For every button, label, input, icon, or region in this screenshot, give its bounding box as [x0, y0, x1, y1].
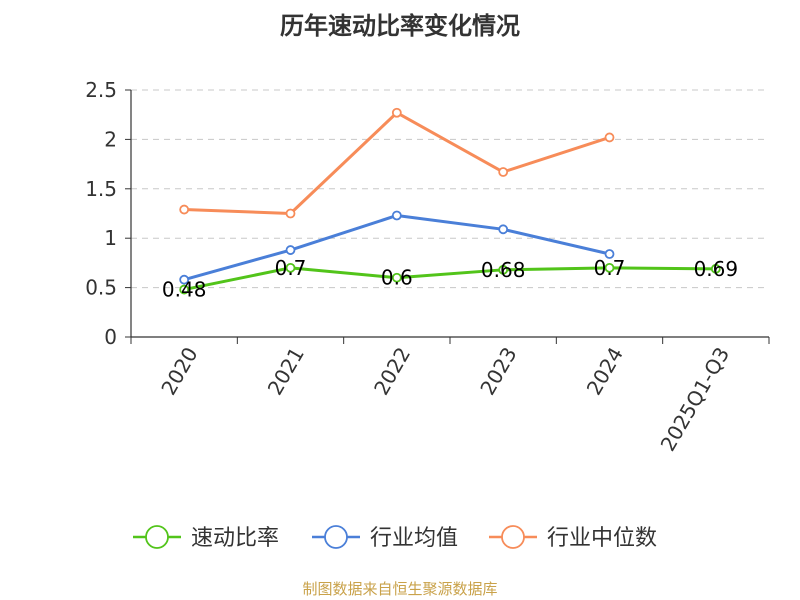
data-point: [391, 210, 402, 221]
data-point: [604, 132, 615, 143]
data-labels: 0.48 0.7 0.6 0.68 0.7 0.69: [162, 256, 738, 302]
data-label: 0.48: [162, 278, 207, 302]
data-source-note: 制图数据来自恒生聚源数据库: [302, 580, 497, 598]
data-point: [285, 262, 296, 273]
data-label: 0.68: [481, 258, 526, 282]
data-point: [391, 272, 402, 283]
series-2: [179, 107, 615, 219]
x-tick-label: 2025Q1-Q3: [656, 343, 735, 455]
data-point: [498, 167, 509, 177]
data-point: [498, 224, 509, 235]
y-tick-label: 1.5: [85, 177, 117, 201]
x-tick-label: 2021: [263, 343, 309, 399]
data-point: [391, 107, 402, 118]
series-line: [184, 111, 610, 215]
data-point: [179, 284, 190, 295]
legend-marker: [324, 525, 348, 549]
data-point: [498, 264, 509, 275]
legend-marker: [501, 525, 525, 549]
y-tick-label: 1: [104, 226, 117, 250]
legend-label: 行业均值: [370, 526, 458, 551]
y-tick-label: 0: [104, 325, 117, 349]
series-line: [183, 266, 716, 292]
legend-item-2[interactable]: 行业中位数: [489, 525, 657, 551]
x-tick-label: 2023: [475, 343, 521, 399]
legend-label: 行业中位数: [547, 526, 657, 551]
data-label: 0.6: [381, 266, 413, 290]
chart-title: 历年速动比率变化情况: [280, 12, 520, 40]
legend-marker: [145, 525, 169, 549]
y-tick-label: 2: [104, 127, 117, 151]
data-label: 0.7: [594, 256, 626, 280]
data-point: [179, 204, 190, 215]
data-point: [604, 249, 615, 259]
y-tick-label: 2.5: [85, 78, 117, 102]
data-point: [285, 208, 296, 219]
legend-item-1[interactable]: 行业均值: [312, 525, 458, 551]
data-label: 0.7: [275, 256, 307, 280]
data-point: [285, 245, 296, 255]
legend-item-0[interactable]: 速动比率: [133, 525, 279, 551]
axes: 0 0.5 1 1.5 2 2.5 2020 2021 2022 2023 2024 2025Q1-Q…: [85, 78, 770, 455]
data-point: [179, 274, 190, 285]
series-0: [179, 262, 721, 295]
data-point: [604, 262, 615, 273]
series-lines: [179, 107, 721, 295]
legend[interactable]: 速动比率 行业均值 行业中位数: [133, 525, 657, 551]
x-tick-label: 2020: [156, 343, 202, 399]
x-tick-label: 2024: [582, 343, 628, 399]
grid-lines: [131, 89, 769, 289]
x-tick-label: 2022: [369, 343, 415, 399]
data-point: [710, 263, 721, 274]
y-tick-label: 0.5: [85, 276, 117, 300]
data-label: 0.69: [694, 257, 739, 281]
legend-label: 速动比率: [191, 526, 279, 551]
series-1: [179, 210, 615, 285]
